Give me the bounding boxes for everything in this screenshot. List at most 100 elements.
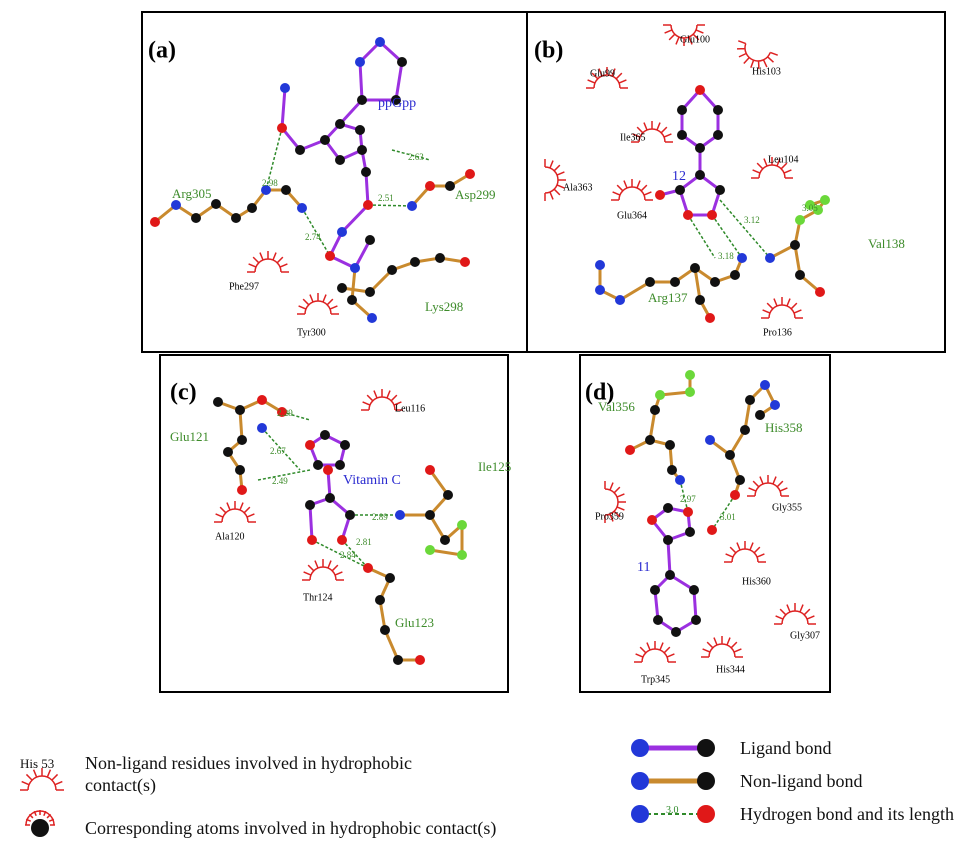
atom bbox=[725, 450, 735, 460]
bond-length: 3.12 bbox=[744, 215, 760, 225]
atom bbox=[425, 465, 435, 475]
hydrophobic-contact bbox=[774, 603, 816, 624]
ligand-name: 12 bbox=[672, 169, 686, 184]
atom bbox=[671, 627, 681, 637]
atom bbox=[465, 169, 475, 179]
atom bbox=[380, 625, 390, 635]
panel-frame bbox=[160, 355, 508, 692]
hydrophobic-contact bbox=[302, 559, 344, 580]
atom bbox=[320, 135, 330, 145]
atom bbox=[715, 185, 725, 195]
atom bbox=[443, 490, 453, 500]
eyelash bbox=[545, 159, 566, 201]
residue-label: Glu100 bbox=[680, 34, 710, 45]
atom bbox=[675, 475, 685, 485]
panel-label: (b) bbox=[534, 38, 563, 64]
atom bbox=[305, 440, 315, 450]
atom bbox=[191, 213, 201, 223]
atom bbox=[675, 185, 685, 195]
atom bbox=[713, 105, 723, 115]
atom bbox=[313, 460, 323, 470]
ligand-name: Vitamin C bbox=[343, 473, 401, 488]
atom bbox=[663, 535, 673, 545]
atom bbox=[347, 295, 357, 305]
atom bbox=[365, 235, 375, 245]
residue-label: Arg305 bbox=[172, 186, 211, 201]
atom bbox=[415, 655, 425, 665]
atom bbox=[231, 213, 241, 223]
atom bbox=[760, 380, 770, 390]
atom bbox=[655, 390, 665, 400]
atom bbox=[790, 240, 800, 250]
atom bbox=[337, 283, 347, 293]
residue-label: His358 bbox=[765, 420, 803, 435]
atom bbox=[707, 525, 717, 535]
atom bbox=[695, 295, 705, 305]
atom bbox=[677, 105, 687, 115]
atom bbox=[277, 123, 287, 133]
residue-label: Pro359 bbox=[595, 511, 624, 522]
atom bbox=[361, 167, 371, 177]
atom bbox=[235, 405, 245, 415]
atom bbox=[795, 270, 805, 280]
bond-length: 3.01 bbox=[720, 512, 736, 522]
legend-text: Hydrogen bond and its length bbox=[740, 803, 954, 825]
atom bbox=[235, 465, 245, 475]
atom bbox=[325, 493, 335, 503]
atom bbox=[770, 400, 780, 410]
atom bbox=[707, 210, 717, 220]
atom bbox=[650, 585, 660, 595]
eyelash bbox=[214, 501, 256, 522]
atom bbox=[365, 287, 375, 297]
atom bbox=[363, 563, 373, 573]
atom bbox=[363, 200, 373, 210]
legend-hbond-example: 3.0 bbox=[666, 805, 679, 817]
atom bbox=[745, 395, 755, 405]
residue-label: Asp299 bbox=[455, 187, 495, 202]
residue-label: Val356 bbox=[598, 399, 635, 414]
ligand-bond bbox=[682, 90, 718, 148]
atom bbox=[740, 425, 750, 435]
atom bbox=[337, 535, 347, 545]
atom bbox=[350, 263, 360, 273]
atom bbox=[683, 507, 693, 517]
atom bbox=[685, 387, 695, 397]
atom bbox=[385, 573, 395, 583]
atom bbox=[425, 181, 435, 191]
ligand-bond bbox=[282, 88, 325, 150]
atom bbox=[595, 260, 605, 270]
atom bbox=[357, 145, 367, 155]
atom bbox=[667, 465, 677, 475]
panel-label: (c) bbox=[170, 380, 197, 406]
atom bbox=[440, 535, 450, 545]
hydrophobic-contact bbox=[701, 636, 743, 657]
bond-length: 2.67 bbox=[270, 446, 286, 456]
atom bbox=[297, 203, 307, 213]
bond-length: 2.98 bbox=[262, 178, 278, 188]
hydrophobic-contact bbox=[611, 179, 653, 200]
hydrophobic-contact bbox=[747, 475, 789, 496]
bond-length: 3.05 bbox=[802, 203, 818, 213]
residue-bond bbox=[400, 470, 448, 515]
atom bbox=[435, 253, 445, 263]
eyelash bbox=[302, 559, 344, 580]
atom bbox=[710, 277, 720, 287]
atom bbox=[257, 395, 267, 405]
atom bbox=[685, 370, 695, 380]
atom bbox=[665, 570, 675, 580]
atom bbox=[690, 263, 700, 273]
atom bbox=[223, 447, 233, 457]
atom bbox=[150, 217, 160, 227]
diagram: (a)ppGppArg305Asp299Lys298Phe297Tyr3002.… bbox=[0, 0, 971, 851]
eyelash bbox=[297, 293, 339, 314]
atom bbox=[237, 435, 247, 445]
residue-label: Ala120 bbox=[215, 531, 244, 542]
bond-length: 2.74 bbox=[305, 232, 321, 242]
atom bbox=[410, 257, 420, 267]
hydrogen-bond bbox=[688, 215, 715, 258]
bond-length: 2.97 bbox=[680, 494, 696, 504]
atom bbox=[665, 440, 675, 450]
atom bbox=[335, 460, 345, 470]
atom bbox=[367, 313, 377, 323]
atom bbox=[280, 83, 290, 93]
